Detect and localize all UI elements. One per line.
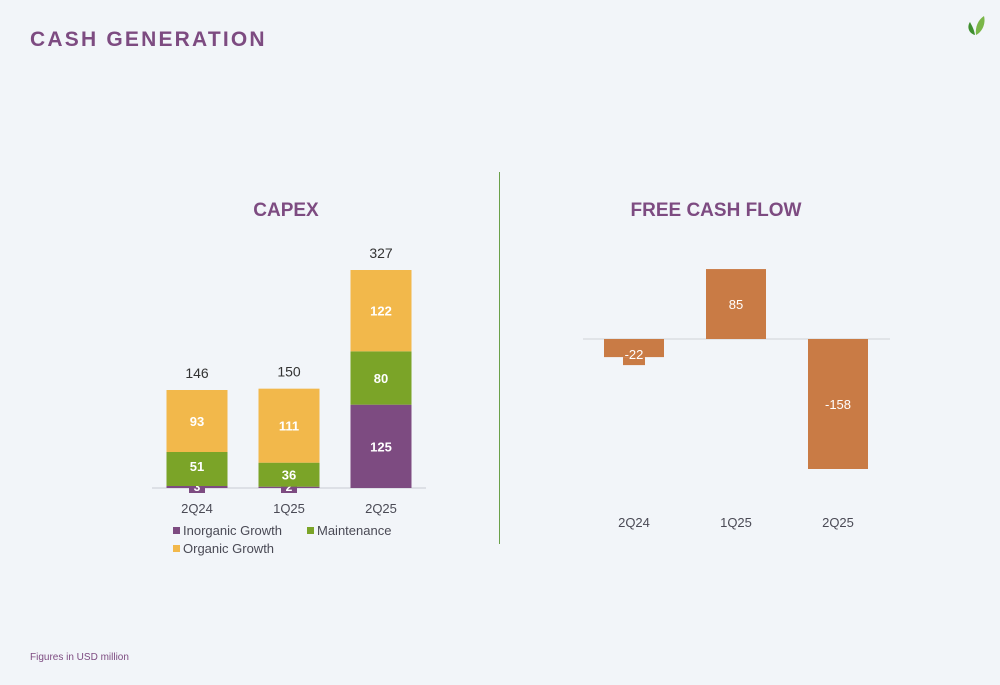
capex-bar-segment	[350, 351, 412, 405]
legend-item-inorganic: Inorganic Growth	[173, 523, 282, 538]
legend-label: Inorganic Growth	[183, 523, 282, 538]
capex-bar-segment	[258, 462, 320, 487]
legend-swatch-maintenance	[307, 527, 314, 534]
capex-category-label: 1Q25	[273, 501, 305, 516]
legend-item-maintenance: Maintenance	[307, 523, 391, 538]
legend-label: Organic Growth	[183, 541, 275, 556]
capex-segment-label: 51	[190, 459, 204, 474]
capex-category-label: 2Q25	[365, 501, 397, 516]
fcf-value-label: -158	[825, 397, 851, 412]
fcf-category-label: 2Q25	[822, 515, 854, 530]
capex-bar-segment	[258, 388, 320, 463]
legend-label: Maintenance	[317, 523, 392, 538]
fcf-value-label: 85	[729, 297, 743, 312]
fcf-label-badge	[623, 357, 645, 366]
capex-segment-label: 111	[279, 419, 299, 434]
capex-total-label: 327	[369, 245, 393, 261]
capex-chart-title: CAPEX	[253, 200, 319, 221]
capex-segment-label: 93	[190, 414, 204, 429]
capex-bar-segment	[166, 390, 228, 452]
capex-bar-segment	[166, 452, 228, 486]
page-title: CASH GENERATION	[30, 28, 267, 51]
capex-total-label: 150	[277, 364, 301, 380]
capex-bar-segment	[350, 270, 412, 352]
leaf-icon	[968, 16, 985, 35]
capex-bar-segment	[350, 404, 412, 488]
legend-item-organic: Organic Growth	[173, 541, 274, 556]
capex-category-label: 2Q24	[181, 501, 213, 516]
fcf-bar	[604, 339, 664, 358]
chart-divider	[499, 172, 500, 544]
fcf-bar	[706, 269, 766, 339]
fcf-value-label: -22	[625, 347, 644, 362]
capex-segment-label: 122	[370, 304, 392, 319]
capex-segment-label: 2	[286, 480, 293, 494]
fcf-chart-title: FREE CASH FLOW	[630, 200, 802, 221]
capex-segment-label: 3	[194, 480, 201, 494]
legend-swatch-organic	[173, 545, 180, 552]
fcf-category-label: 2Q24	[618, 515, 650, 530]
fcf-category-label: 1Q25	[720, 515, 752, 530]
capex-total-label: 146	[185, 365, 209, 381]
capex-segment-label: 125	[370, 439, 392, 454]
legend-swatch-inorganic	[173, 527, 180, 534]
footnote: Figures in USD million	[30, 652, 129, 663]
capex-segment-label: 80	[374, 371, 388, 386]
fcf-bar	[808, 339, 868, 469]
capex-segment-label: 36	[282, 468, 296, 483]
